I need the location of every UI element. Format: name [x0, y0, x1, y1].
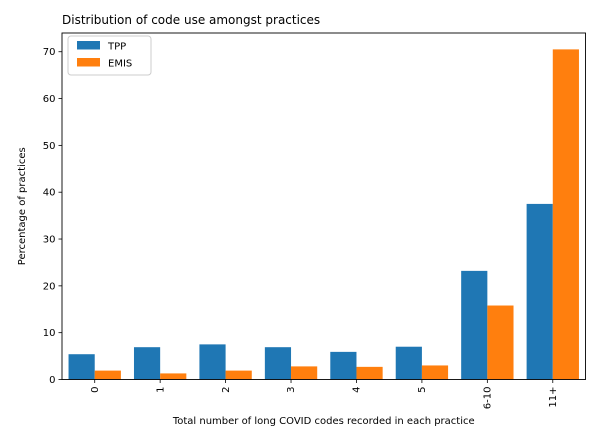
x-tick-label: 5	[417, 387, 428, 393]
bar-emis-1	[160, 373, 187, 380]
legend-swatch-tpp	[77, 41, 100, 50]
y-axis-label: Percentage of practices	[17, 147, 28, 265]
y-tick-label: 70	[43, 47, 56, 58]
y-tick-label: 50	[43, 141, 56, 152]
y-tick-label: 30	[43, 235, 56, 246]
x-tick-label: 11+	[548, 387, 559, 408]
x-tick-label: 0	[90, 387, 101, 393]
bar-tpp-2	[199, 344, 226, 380]
bar-emis-2	[225, 370, 252, 380]
bar-emis-3	[291, 366, 318, 380]
bars-group	[68, 49, 579, 380]
legend-label-tpp: TPP	[107, 42, 126, 53]
bar-tpp-11+	[526, 203, 553, 380]
y-tick-label: 20	[43, 281, 56, 292]
x-tick-label: 6-10	[483, 387, 494, 410]
y-tick-label: 40	[43, 188, 56, 199]
x-tick-label: 4	[352, 387, 363, 393]
bar-tpp-6-10	[461, 270, 488, 380]
bar-emis-5	[421, 365, 449, 380]
bar-emis-11+	[552, 49, 579, 380]
legend-label-emis: EMIS	[108, 59, 132, 70]
x-tick-label: 3	[286, 387, 297, 393]
y-tick-label: 0	[49, 375, 55, 386]
bar-tpp-0	[68, 354, 95, 380]
bar-tpp-1	[133, 347, 161, 380]
y-tick-label: 10	[43, 328, 56, 339]
legend-swatch-emis	[77, 58, 100, 67]
bar-emis-4	[356, 366, 383, 380]
x-tick-label: 1	[155, 387, 166, 393]
chart-title: Distribution of code use amongst practic…	[62, 13, 320, 27]
bar-tpp-3	[264, 347, 292, 380]
bar-emis-0	[94, 370, 121, 380]
x-tick-label: 2	[221, 387, 232, 393]
y-tick-label: 60	[43, 94, 56, 105]
x-axis-label: Total number of long COVID codes recorde…	[172, 416, 475, 427]
legend: TPP EMIS	[67, 35, 152, 76]
bar-tpp-4	[330, 351, 357, 380]
bar-emis-6-10	[487, 305, 514, 380]
plot-border	[61, 32, 586, 380]
axes-ticks-group: 0 10 20 30 40 50 60 70 0 1 2 3 4 5 6-10 11+	[43, 47, 559, 409]
bar-tpp-5	[395, 346, 422, 380]
